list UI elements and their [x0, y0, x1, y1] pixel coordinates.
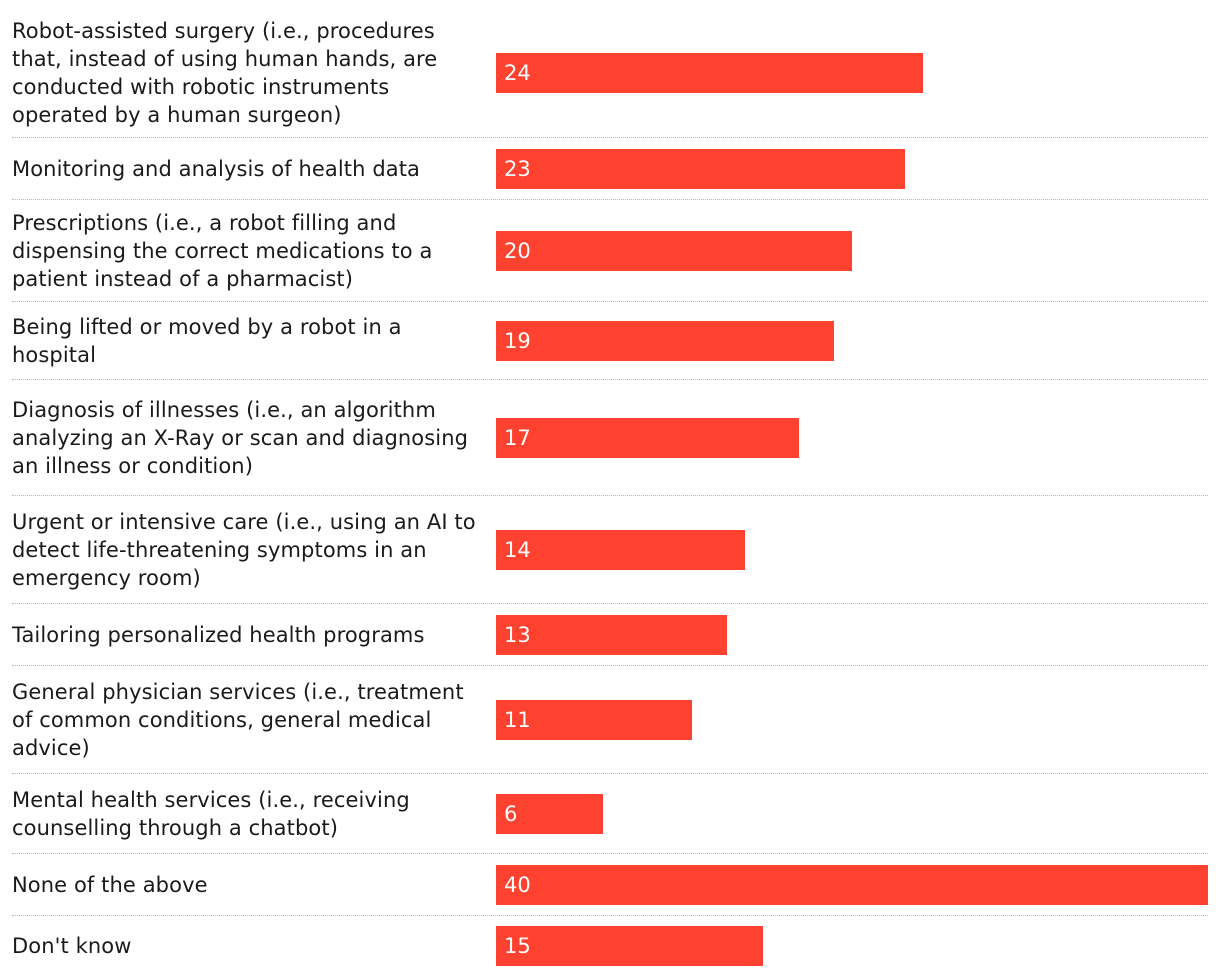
row-divider	[12, 137, 1208, 138]
bar-value-label: 19	[504, 329, 531, 353]
chart-row: None of the above 40	[0, 854, 1220, 916]
category-label: Tailoring personalized health programs	[12, 623, 425, 647]
row-divider	[12, 603, 1208, 604]
category-label: Don't know	[12, 934, 132, 958]
row-divider	[12, 665, 1208, 666]
bar: 14	[496, 530, 745, 570]
chart-row: General physician services (i.e., treatm…	[0, 666, 1220, 774]
row-divider	[12, 495, 1208, 496]
row-divider	[12, 301, 1208, 302]
chart-row: Being lifted or moved by a robot in a ho…	[0, 302, 1220, 380]
chart-row: Tailoring personalized health programs 13	[0, 604, 1220, 666]
category-label: None of the above	[12, 873, 208, 897]
chart-row: Robot-assisted surgery (i.e., procedures…	[0, 8, 1220, 138]
chart-row: Mental health services (i.e., receiving …	[0, 774, 1220, 854]
category-label: General physician services (i.e., treatm…	[12, 680, 464, 760]
row-divider	[12, 915, 1208, 916]
bar-value-label: 14	[504, 538, 531, 562]
bar-value-label: 13	[504, 623, 531, 647]
bar: 23	[496, 149, 905, 189]
row-divider	[12, 199, 1208, 200]
category-label: Being lifted or moved by a robot in a ho…	[12, 315, 402, 367]
bar: 17	[496, 418, 799, 458]
bar-value-label: 11	[504, 708, 531, 732]
bar: 40	[496, 865, 1208, 905]
bar-value-label: 23	[504, 157, 531, 181]
category-label: Prescriptions (i.e., a robot filling and…	[12, 211, 433, 291]
category-label: Diagnosis of illnesses (i.e., an algorit…	[12, 398, 469, 478]
bar-value-label: 40	[504, 873, 531, 897]
bar: 15	[496, 926, 763, 966]
category-label: Mental health services (i.e., receiving …	[12, 788, 410, 840]
bar-value-label: 6	[504, 802, 518, 826]
category-label: Monitoring and analysis of health data	[12, 157, 421, 181]
category-label: Robot-assisted surgery (i.e., procedures…	[12, 19, 438, 127]
chart-row: Monitoring and analysis of health data 23	[0, 138, 1220, 200]
row-divider	[12, 773, 1208, 774]
row-divider	[12, 379, 1208, 380]
bar: 20	[496, 231, 852, 271]
bar-value-label: 17	[504, 426, 531, 450]
bar: 6	[496, 794, 603, 834]
bar: 19	[496, 321, 834, 361]
chart-row: Don't know 15	[0, 916, 1220, 976]
chart-row: Prescriptions (i.e., a robot filling and…	[0, 200, 1220, 302]
chart-row: Urgent or intensive care (i.e., using an…	[0, 496, 1220, 604]
chart-row: Diagnosis of illnesses (i.e., an algorit…	[0, 380, 1220, 496]
bar-value-label: 15	[504, 934, 531, 958]
bar: 24	[496, 53, 923, 93]
bar: 11	[496, 700, 692, 740]
row-divider	[12, 853, 1208, 854]
bar-value-label: 24	[504, 61, 531, 85]
category-label: Urgent or intensive care (i.e., using an…	[12, 510, 476, 590]
bar: 13	[496, 615, 727, 655]
bar-value-label: 20	[504, 239, 531, 263]
